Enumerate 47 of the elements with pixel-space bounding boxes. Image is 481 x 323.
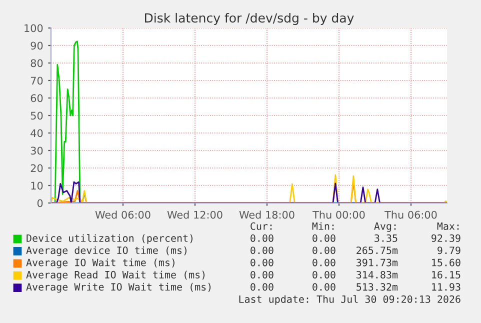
- x-tick-label: Thu 06:00: [384, 210, 437, 219]
- text: 513.32m: [356, 283, 398, 291]
- text: 0.00: [312, 283, 336, 291]
- text: 0.00: [250, 246, 274, 254]
- legend-label: Device utilization (percent): [26, 234, 192, 244]
- x-tick-label: Thu 00:00: [312, 210, 365, 219]
- text: 265.75m: [356, 246, 398, 254]
- text: 0.00: [312, 234, 336, 242]
- y-tick-label: 60: [30, 94, 43, 102]
- y-tick-label: 30: [30, 146, 43, 155]
- text: Min:: [312, 222, 334, 230]
- legend-label: Average Read IO Wait time (ms): [26, 270, 205, 280]
- chart-title: Disk latency for /dev/sdg - by day: [145, 12, 354, 26]
- text: 0.00: [312, 258, 336, 266]
- x-tick-label: Wed 06:00: [95, 210, 150, 219]
- y-tick-label: 100: [24, 24, 43, 32]
- text: 0.00: [250, 258, 274, 266]
- text: 92.39: [432, 234, 460, 242]
- x-tick-label: Wed 18:00: [239, 210, 294, 219]
- y-tick-label: 40: [30, 129, 43, 138]
- text: Cur:: [250, 222, 272, 230]
- text: Avg:: [374, 222, 396, 232]
- text: 0.00: [312, 246, 336, 254]
- text: 15.60: [432, 258, 460, 266]
- y-tick-label: 20: [30, 164, 43, 172]
- legend-label: Average IO Wait time (ms): [26, 258, 174, 268]
- legend-label: Average device IO time (ms): [26, 246, 186, 256]
- text: 9.79: [438, 246, 460, 254]
- y-tick-label: 10: [31, 182, 43, 190]
- text: 314.83m: [356, 270, 398, 279]
- x-tick-label: Wed 12:00: [167, 210, 222, 219]
- text: 3.35: [374, 234, 398, 242]
- y-tick-label: 80: [30, 59, 43, 68]
- text: 0.00: [250, 283, 274, 291]
- text: 391.73m: [356, 258, 398, 266]
- text: Max:: [437, 222, 459, 230]
- text: 11.93: [432, 283, 460, 291]
- y-tick-label: 90: [30, 42, 43, 50]
- text: Last update: Thu Jul 30 09:20:13 2026: [239, 295, 460, 305]
- legend-label: Average Write IO Wait time (ms): [26, 282, 211, 293]
- text: 0.00: [250, 270, 274, 279]
- text: 0.00: [250, 234, 274, 242]
- y-tick-label: 50: [30, 112, 43, 120]
- text: 0.00: [312, 270, 336, 279]
- y-tick-label: 70: [30, 76, 43, 85]
- text: 16.15: [432, 270, 460, 279]
- y-tick-label: 0: [37, 199, 43, 208]
